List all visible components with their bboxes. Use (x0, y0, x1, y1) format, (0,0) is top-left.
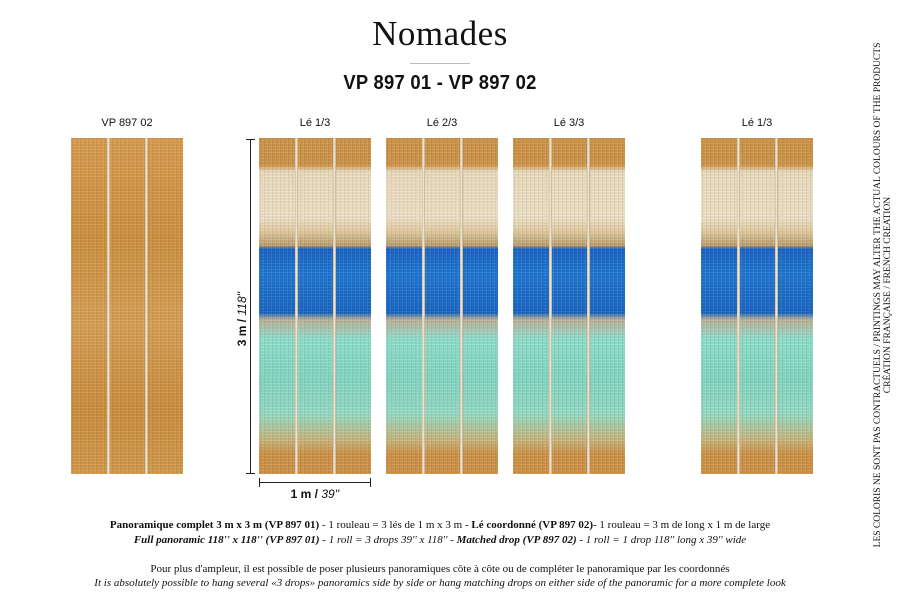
panel-matched-drop (71, 138, 183, 474)
panel-label-drop-1: Lé 1/3 (299, 117, 331, 129)
page-title: Nomades (372, 14, 508, 53)
height-dimension-line (250, 139, 251, 473)
panel-seam (145, 138, 148, 474)
height-dimension-label: 3 m / 118'' (235, 291, 249, 347)
panel-drop-1 (259, 138, 371, 474)
panel-seam (587, 138, 590, 474)
info-french: Panoramique complet 3 m x 3 m (VP 897 01… (109, 519, 771, 531)
panel-drop-3 (513, 138, 625, 474)
width-dimension-tick-left (259, 478, 260, 487)
panel-seam (333, 138, 336, 474)
panel-seam (295, 138, 298, 474)
width-dimension-tick-right (370, 478, 371, 487)
panel-drop-1-repeat (701, 138, 813, 474)
panel-seam (422, 138, 425, 474)
width-dimension-line (259, 482, 371, 483)
info-english: Full panoramic 118'' x 118'' (VP 897 01)… (133, 534, 747, 546)
panel-label-drop-1-repeat: Lé 1/3 (741, 117, 773, 129)
title-divider (410, 63, 470, 64)
panel-seam (549, 138, 552, 474)
panel-seam (460, 138, 463, 474)
panel-drop-2 (386, 138, 498, 474)
product-references: VP 897 01 - VP 897 02 (343, 72, 537, 94)
panel-label-drop-2: Lé 2/3 (426, 117, 458, 129)
panel-seam (737, 138, 740, 474)
panel-seam (107, 138, 110, 474)
width-dimension-label: 1 m / 39'' (290, 487, 340, 501)
panel-label-matched-drop: VP 897 02 (101, 117, 153, 129)
disclaimer-colours: LES COLORIS NE SONT PAS CONTRACTUELS / P… (873, 42, 883, 548)
panel-seam (775, 138, 778, 474)
height-dimension-tick-bottom (246, 473, 255, 474)
disclaimer-creation: CRÉATION FRANÇAISE / FRENCH CREATION (883, 196, 893, 394)
note-french: Pour plus d'ampleur, il est possible de … (150, 563, 730, 575)
note-english: It is absolutely possible to hang severa… (94, 577, 786, 589)
panel-label-drop-3: Lé 3/3 (553, 117, 585, 129)
height-dimension-tick-top (246, 139, 255, 140)
